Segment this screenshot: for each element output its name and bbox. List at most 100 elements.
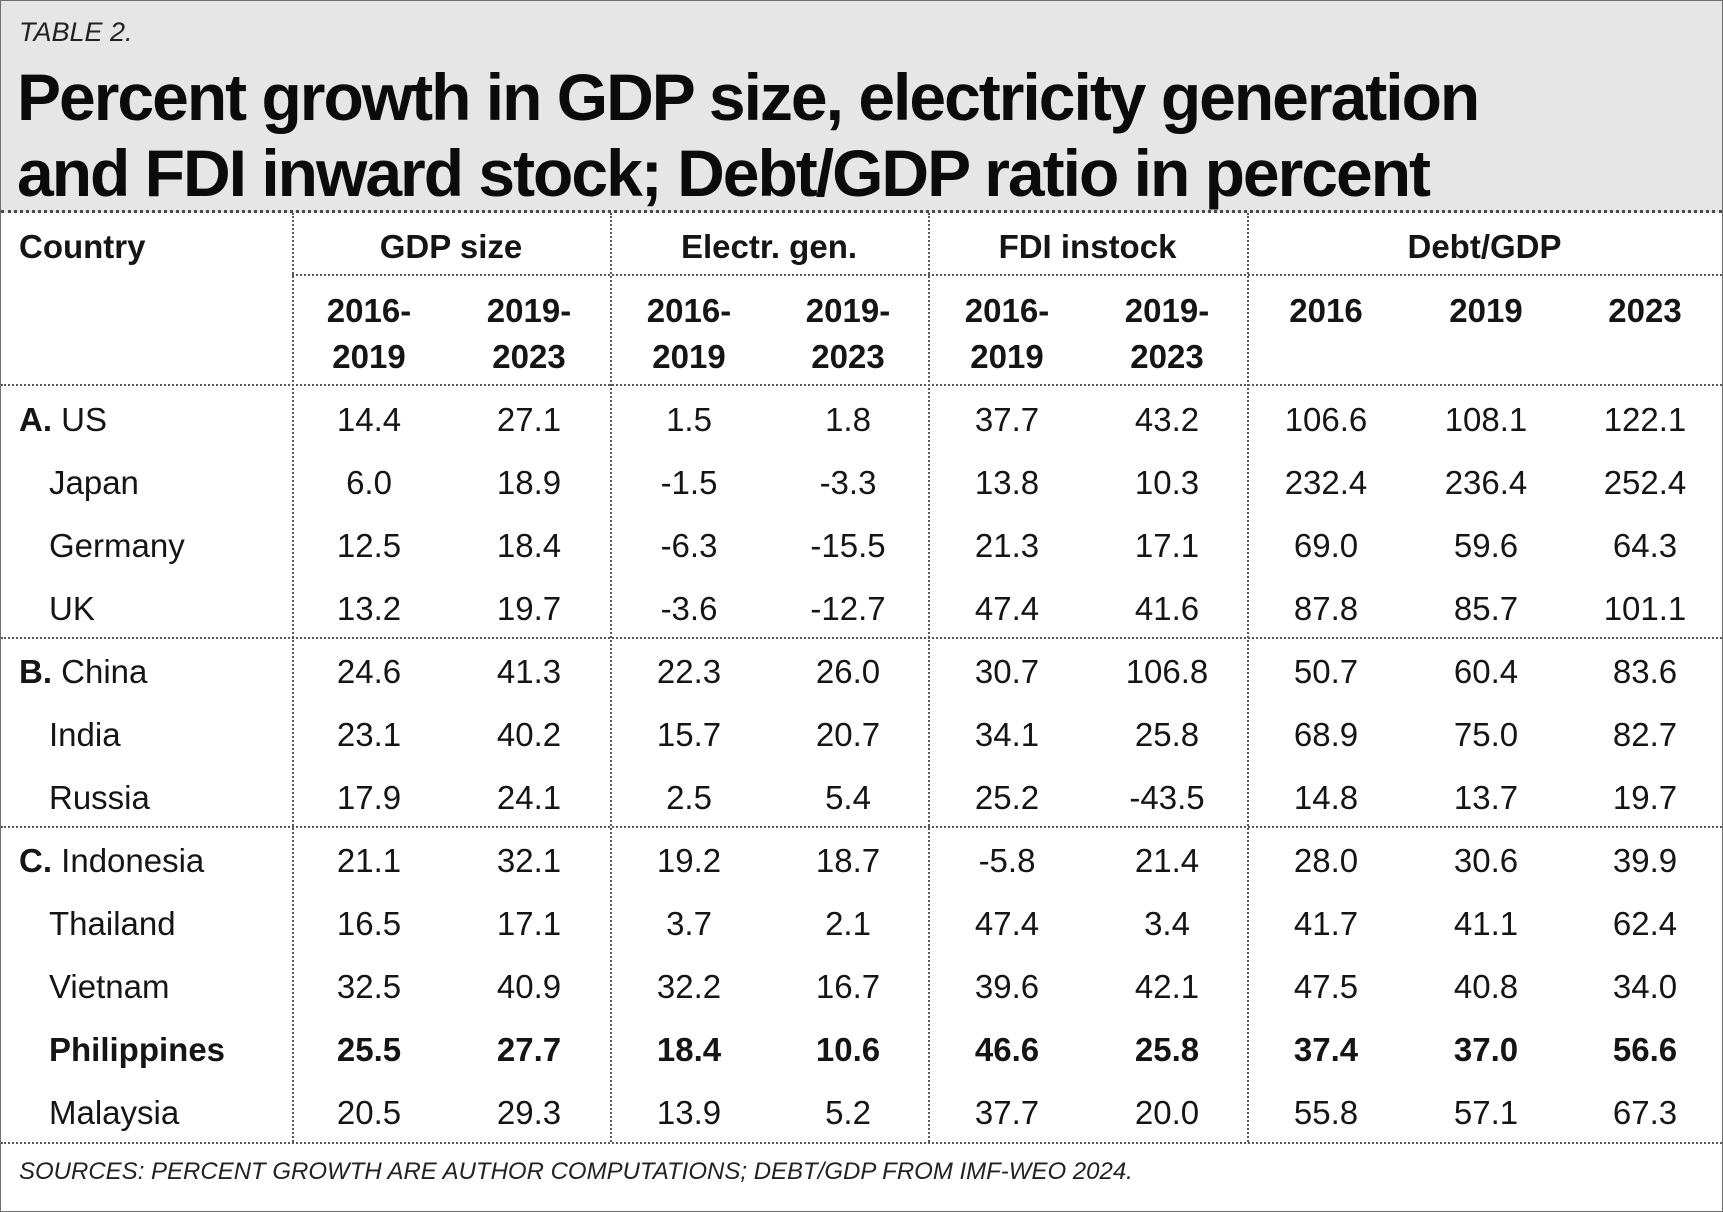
year-column-header: 2016-: [964, 292, 1050, 329]
year-column-header: 2016-: [326, 292, 412, 329]
country-column-header: Country: [19, 228, 146, 265]
title-header: TABLE 2. Percent growth in GDP size, ele…: [1, 1, 1722, 213]
data-cell: 56.6: [1612, 1031, 1678, 1068]
data-cell: 13.2: [336, 590, 402, 627]
data-cell: 42.1: [1134, 968, 1200, 1005]
data-cell: 2.1: [825, 905, 871, 942]
data-cell: 25.8: [1134, 1031, 1200, 1068]
data-cell: 34.1: [974, 716, 1040, 753]
data-cell: 47.5: [1293, 968, 1359, 1005]
year-column-header: 2023: [1130, 338, 1204, 375]
title-line: Percent growth in GDP size, electricity …: [17, 60, 1480, 134]
data-cell: 41.6: [1134, 590, 1200, 627]
data-cell: 15.7: [656, 716, 722, 753]
country-name: Germany: [49, 527, 185, 564]
data-cell: 37.7: [974, 401, 1040, 438]
data-cell: 1.8: [825, 401, 871, 438]
country-name: UK: [49, 590, 95, 627]
country-name: A. US: [19, 398, 107, 442]
data-cell: 75.0: [1453, 716, 1519, 753]
header-divider: [1, 210, 1722, 213]
data-cell: -6.3: [660, 527, 718, 564]
data-cell: 30.7: [974, 653, 1040, 690]
country-name: India: [49, 716, 121, 753]
data-cell: 40.8: [1453, 968, 1519, 1005]
data-cell: 1.5: [666, 401, 712, 438]
column-divider: [1247, 213, 1249, 1142]
section-divider: [1, 637, 1722, 639]
data-cell: 67.3: [1612, 1094, 1678, 1131]
data-cell: 55.8: [1293, 1094, 1359, 1131]
data-cell: 17.1: [1134, 527, 1200, 564]
table-label: TABLE 2.: [19, 17, 133, 47]
data-cell: 21.3: [974, 527, 1040, 564]
data-cell: 47.4: [974, 590, 1040, 627]
data-cell: 21.4: [1134, 842, 1200, 879]
group-letter: B.: [19, 653, 52, 690]
data-cell: 25.8: [1134, 716, 1200, 753]
data-cell: 40.9: [496, 968, 562, 1005]
data-cell: 40.2: [496, 716, 562, 753]
group-column-header: Debt/GDP: [1407, 228, 1562, 265]
year-column-header: 2019-: [486, 292, 572, 329]
data-cell: 252.4: [1603, 464, 1687, 501]
data-cell: -5.8: [978, 842, 1036, 879]
country-name: C. Indonesia: [19, 839, 204, 883]
title-line: and FDI inward stock; Debt/GDP ratio in …: [17, 136, 1431, 210]
data-cell: 18.7: [815, 842, 881, 879]
data-cell: 21.1: [336, 842, 402, 879]
data-cell: 3.4: [1144, 905, 1190, 942]
data-cell: 3.7: [666, 905, 712, 942]
data-cell: 26.0: [815, 653, 881, 690]
year-column-header: 2023: [1608, 292, 1682, 329]
column-divider: [928, 213, 930, 1142]
data-cell: 30.6: [1453, 842, 1519, 879]
data-cell: 12.5: [336, 527, 402, 564]
year-column-header: 2019-: [1124, 292, 1210, 329]
data-cell: 57.1: [1453, 1094, 1519, 1131]
column-divider: [610, 213, 612, 1142]
year-column-header: 2023: [492, 338, 566, 375]
country-label: Indonesia: [52, 842, 205, 879]
data-cell: 50.7: [1293, 653, 1359, 690]
data-cell: -43.5: [1129, 779, 1205, 816]
country-name: Malaysia: [49, 1094, 180, 1131]
year-column-header: 2019-: [805, 292, 891, 329]
data-cell: 28.0: [1293, 842, 1359, 879]
country-name: Philippines: [49, 1031, 226, 1068]
country-label: US: [52, 401, 108, 438]
data-cell: 101.1: [1603, 590, 1687, 627]
data-cell: 19.2: [656, 842, 722, 879]
data-cell: 10.3: [1134, 464, 1200, 501]
data-cell: -3.6: [660, 590, 718, 627]
data-cell: 29.3: [496, 1094, 562, 1131]
data-cell: 25.2: [974, 779, 1040, 816]
data-cell: 39.6: [974, 968, 1040, 1005]
year-column-header: 2019: [970, 338, 1044, 375]
data-cell: -12.7: [810, 590, 886, 627]
year-column-header: 2016: [1289, 292, 1363, 329]
data-cell: 13.9: [656, 1094, 722, 1131]
source-note: SOURCES: PERCENT GROWTH ARE AUTHOR COMPU…: [19, 1158, 1133, 1185]
year-column-header: 2019: [652, 338, 726, 375]
data-cell: 41.3: [496, 653, 562, 690]
data-cell: 232.4: [1284, 464, 1368, 501]
data-cell: 20.5: [336, 1094, 402, 1131]
data-cell: 106.6: [1284, 401, 1368, 438]
data-cell: 122.1: [1603, 401, 1687, 438]
data-cell: 32.5: [336, 968, 402, 1005]
data-cell: 24.1: [496, 779, 562, 816]
data-cell: 27.1: [496, 401, 562, 438]
data-cell: 14.4: [336, 401, 402, 438]
table-title: Percent growth in GDP size, electricity …: [17, 59, 1697, 211]
data-cell: 25.5: [336, 1031, 402, 1068]
data-cell: 236.4: [1444, 464, 1528, 501]
group-column-header: GDP size: [379, 228, 523, 265]
data-cell: 20.0: [1134, 1094, 1200, 1131]
data-cell: 10.6: [815, 1031, 881, 1068]
data-cell: 68.9: [1293, 716, 1359, 753]
data-cell: 32.2: [656, 968, 722, 1005]
data-cell: 85.7: [1453, 590, 1519, 627]
data-cell: 22.3: [656, 653, 722, 690]
data-cell: 69.0: [1293, 527, 1359, 564]
